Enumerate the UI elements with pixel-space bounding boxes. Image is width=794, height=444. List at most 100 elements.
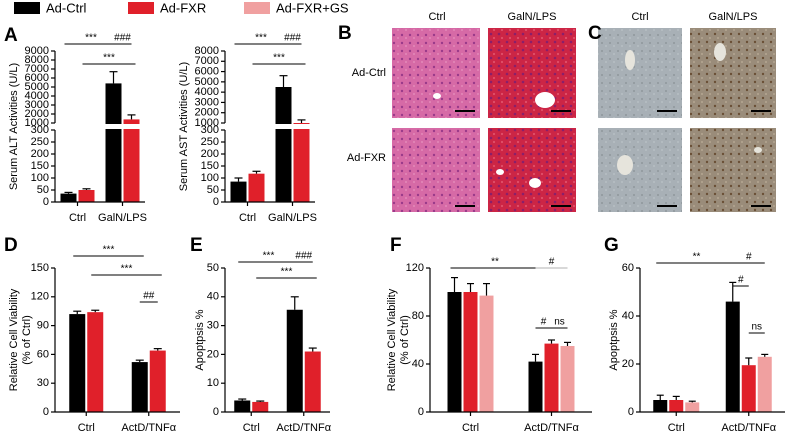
bar [286, 309, 303, 412]
vessel [433, 93, 441, 99]
y-tick-label: 0 [418, 406, 424, 418]
y-tick-label: 60 [37, 348, 49, 360]
y-tick-label: 30 [207, 320, 219, 332]
bar [544, 343, 559, 412]
legend-swatch [244, 2, 270, 14]
y-tick-label: 0 [213, 196, 219, 208]
panel-label: G [604, 235, 619, 256]
image-column-label: GalN/LPS [709, 11, 758, 23]
y-tick-label: 80 [412, 310, 424, 322]
significance-label: *** [121, 264, 133, 275]
x-tick-label: Ctrl [239, 212, 256, 224]
x-tick-label: GalN/LPS [98, 212, 147, 224]
error-bar [548, 339, 555, 344]
bar [528, 361, 543, 412]
y-tick-label: 0 [628, 406, 634, 418]
y-axis-label: (% of Ctrl) [21, 315, 33, 365]
error-bar [308, 347, 317, 352]
image [690, 128, 776, 212]
y-tick-label: 4000 [25, 90, 49, 102]
y-tick-label: 40 [412, 358, 424, 370]
significance-label: *** [273, 53, 285, 64]
y-tick-label: 0 [43, 406, 49, 418]
significance-label: # [541, 317, 547, 328]
error-bar [279, 75, 288, 87]
y-axis-label: Apoptpsis % [608, 309, 620, 370]
error-bar [109, 71, 118, 84]
error-bar [64, 191, 73, 194]
vessel [535, 92, 555, 108]
chart: 0 30 60 90 120 150 Ctrl ActD/TNFα Relative Cell … [8, 245, 180, 434]
error-bar [82, 188, 91, 190]
error-bar [729, 281, 737, 302]
vessel [754, 147, 762, 153]
error-bar [467, 283, 474, 292]
y-tick-label: 120 [31, 291, 49, 303]
bar [725, 301, 740, 412]
bar [304, 351, 321, 412]
y-tick-label: 8000 [195, 45, 219, 57]
significance-label: ### [114, 33, 131, 44]
vessel [496, 169, 504, 175]
error-bar [127, 114, 136, 120]
legend-label: Ad-FXR+GS [276, 0, 349, 15]
y-tick-label: 50 [207, 262, 219, 274]
bar [69, 314, 86, 412]
significance-label: # [549, 257, 555, 268]
image-row-label: Ad-Ctrl [352, 67, 386, 79]
x-tick-label: ActD/TNFα [121, 422, 176, 434]
bar [741, 365, 756, 412]
bar [447, 292, 462, 412]
y-axis-label: Serum AST Activities (U/L) [178, 62, 190, 191]
axis-break [49, 124, 147, 129]
y-tick-label: 30 [37, 377, 49, 389]
image [598, 128, 682, 212]
y-tick-label: 2000 [195, 107, 219, 119]
significance-label: ** [693, 252, 701, 263]
bar [252, 401, 269, 412]
chart: 0501001502002503001000200030004000500060… [178, 33, 317, 224]
axis-break [219, 124, 317, 129]
vessel [625, 50, 635, 70]
x-tick-label: GalN/LPS [268, 212, 317, 224]
bar [60, 193, 77, 202]
y-tick-label: 7000 [195, 55, 219, 67]
significance-label: *** [263, 251, 275, 262]
chart: 0501001502002503001000200030004000500060… [8, 33, 147, 224]
legend-label: Ad-Ctrl [46, 0, 87, 15]
bar [87, 312, 104, 412]
significance-label: *** [103, 245, 115, 256]
vessel [617, 155, 633, 175]
y-tick-label: 3000 [195, 96, 219, 108]
significance-label: ns [554, 317, 565, 328]
y-tick-label: 90 [37, 320, 49, 332]
bar [149, 350, 166, 412]
significance-label: # [738, 275, 744, 286]
chart: 0 20 40 60 Ctrl ActD/TNFα Apoptpsis % ** # # ns [608, 252, 785, 434]
bar [479, 295, 494, 412]
y-tick-label: 8000 [25, 54, 49, 66]
y-axis-label: Serum ALT Activities (U/L) [8, 63, 20, 190]
y-tick-label: 4000 [195, 86, 219, 98]
y-tick-label: 9000 [25, 45, 49, 57]
error-bar [297, 119, 306, 123]
panel-label: A [4, 25, 18, 46]
x-tick-label: ActD/TNFα [524, 422, 579, 434]
bar [560, 346, 575, 412]
y-tick-label: 3000 [25, 99, 49, 111]
bar [234, 400, 251, 412]
panel-label: B [338, 23, 352, 44]
y-tick-label: 5000 [195, 76, 219, 88]
y-axis-label: (% of Ctrl) [399, 315, 411, 365]
y-axis-label: Relative Cell Viability [386, 288, 398, 391]
error-bar [73, 310, 82, 315]
bar [230, 181, 247, 202]
image-column-label: Ctrl [428, 11, 445, 23]
error-bar [234, 177, 243, 182]
y-tick-label: 200 [201, 148, 219, 160]
y-tick-label: 150 [31, 160, 49, 172]
y-tick-label: 2000 [25, 108, 49, 120]
y-tick-label: 60 [622, 262, 634, 274]
error-bar [135, 359, 144, 363]
